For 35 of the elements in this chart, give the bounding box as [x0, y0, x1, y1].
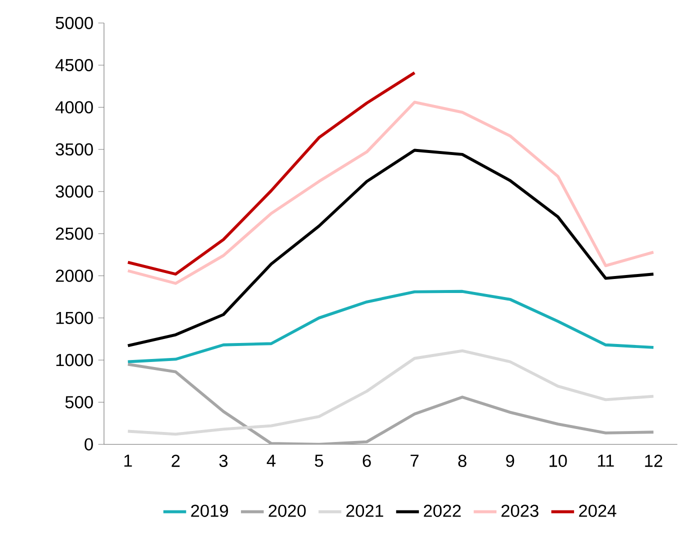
x-tick-label: 6 — [362, 454, 371, 468]
y-tick-label: 5000 — [56, 16, 93, 30]
line-series — [126, 71, 416, 276]
y-tick-label: 1500 — [56, 312, 93, 324]
line-series — [126, 148, 655, 348]
line-series — [126, 349, 655, 436]
x-tick-label: 5 — [314, 454, 324, 467]
x-tick-label: 1 — [124, 454, 132, 467]
y-tick-label: 1000 — [56, 354, 93, 366]
legend-label: 2022 — [424, 504, 461, 517]
x-tick-label: 11 — [598, 454, 614, 467]
x-tick-label: 8 — [458, 454, 466, 468]
y-tick-label: 500 — [65, 396, 93, 408]
legend-label: 2019 — [191, 504, 228, 517]
y-tick-label: 3000 — [56, 185, 93, 198]
legend-label: 2020 — [268, 504, 306, 517]
x-tick-label: 9 — [506, 454, 514, 468]
x-tick-label: 3 — [219, 454, 228, 468]
legend-label: 2023 — [502, 504, 538, 517]
line-series — [126, 290, 655, 364]
y-tick-label: 4500 — [55, 58, 93, 72]
y-tick-label: 4000 — [55, 101, 93, 114]
y-tick-label: 2000 — [56, 270, 93, 282]
x-tick-label: 10 — [550, 454, 567, 468]
x-tick-label: 12 — [645, 454, 662, 467]
x-tick-label: 7 — [410, 454, 419, 467]
x-tick-label: 4 — [266, 454, 276, 467]
legend-label: 2021 — [346, 504, 384, 517]
x-tick-label: 2 — [172, 454, 180, 467]
y-tick-label: 2500 — [56, 228, 93, 240]
line-series — [126, 362, 655, 444]
line-series — [126, 100, 655, 285]
legend-label: 2024 — [579, 504, 616, 517]
y-tick-label: 0 — [84, 438, 93, 450]
y-tick-label: 3500 — [56, 143, 93, 156]
